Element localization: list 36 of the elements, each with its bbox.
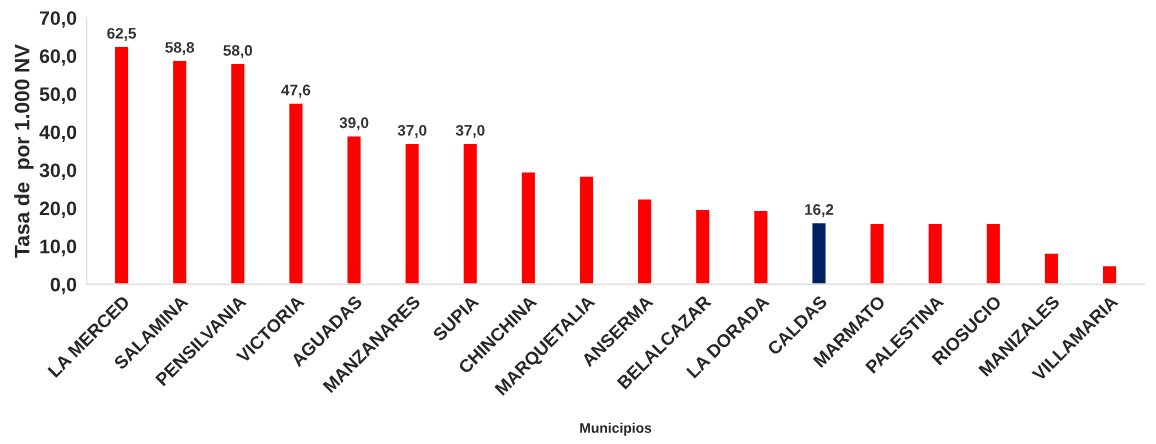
y-tick-label: 40,0 [39, 125, 77, 142]
bar [346, 135, 363, 285]
y-tick-label: 0,0 [50, 277, 77, 295]
y-tick-label: 20,0 [39, 201, 77, 219]
bar [811, 221, 827, 285]
y-tick-label: 60,0 [39, 49, 77, 66]
bar [752, 209, 769, 285]
bar [113, 45, 130, 285]
x-axis-title: Municipios [580, 422, 652, 436]
data-label: 37,0 [455, 124, 485, 138]
data-label: 62,5 [107, 27, 137, 41]
bar [520, 171, 537, 285]
data-label: 16,2 [805, 204, 834, 218]
bar [171, 59, 188, 285]
bar [229, 62, 246, 285]
bar [694, 208, 711, 285]
bar [287, 102, 304, 285]
bar [869, 222, 886, 285]
data-label: 58,8 [165, 41, 195, 56]
bar [636, 198, 653, 285]
bar [1101, 264, 1118, 285]
y-tick-label: 50,0 [39, 87, 77, 104]
bar [927, 222, 944, 285]
data-label: 37,0 [397, 124, 427, 138]
bar [1043, 252, 1060, 285]
y-axis-title: Tasa de por 1.000 NV [14, 44, 34, 258]
y-tick-label: 10,0 [40, 239, 77, 257]
data-label: 58,0 [223, 45, 253, 59]
y-tick-label: 70,0 [39, 11, 77, 28]
y-tick-label: 30,0 [39, 163, 77, 181]
bar [462, 142, 479, 285]
bar [985, 222, 1002, 285]
bar [404, 142, 421, 285]
data-label: 39,0 [339, 117, 369, 131]
data-label: 47,6 [281, 84, 311, 98]
bar [578, 175, 595, 285]
